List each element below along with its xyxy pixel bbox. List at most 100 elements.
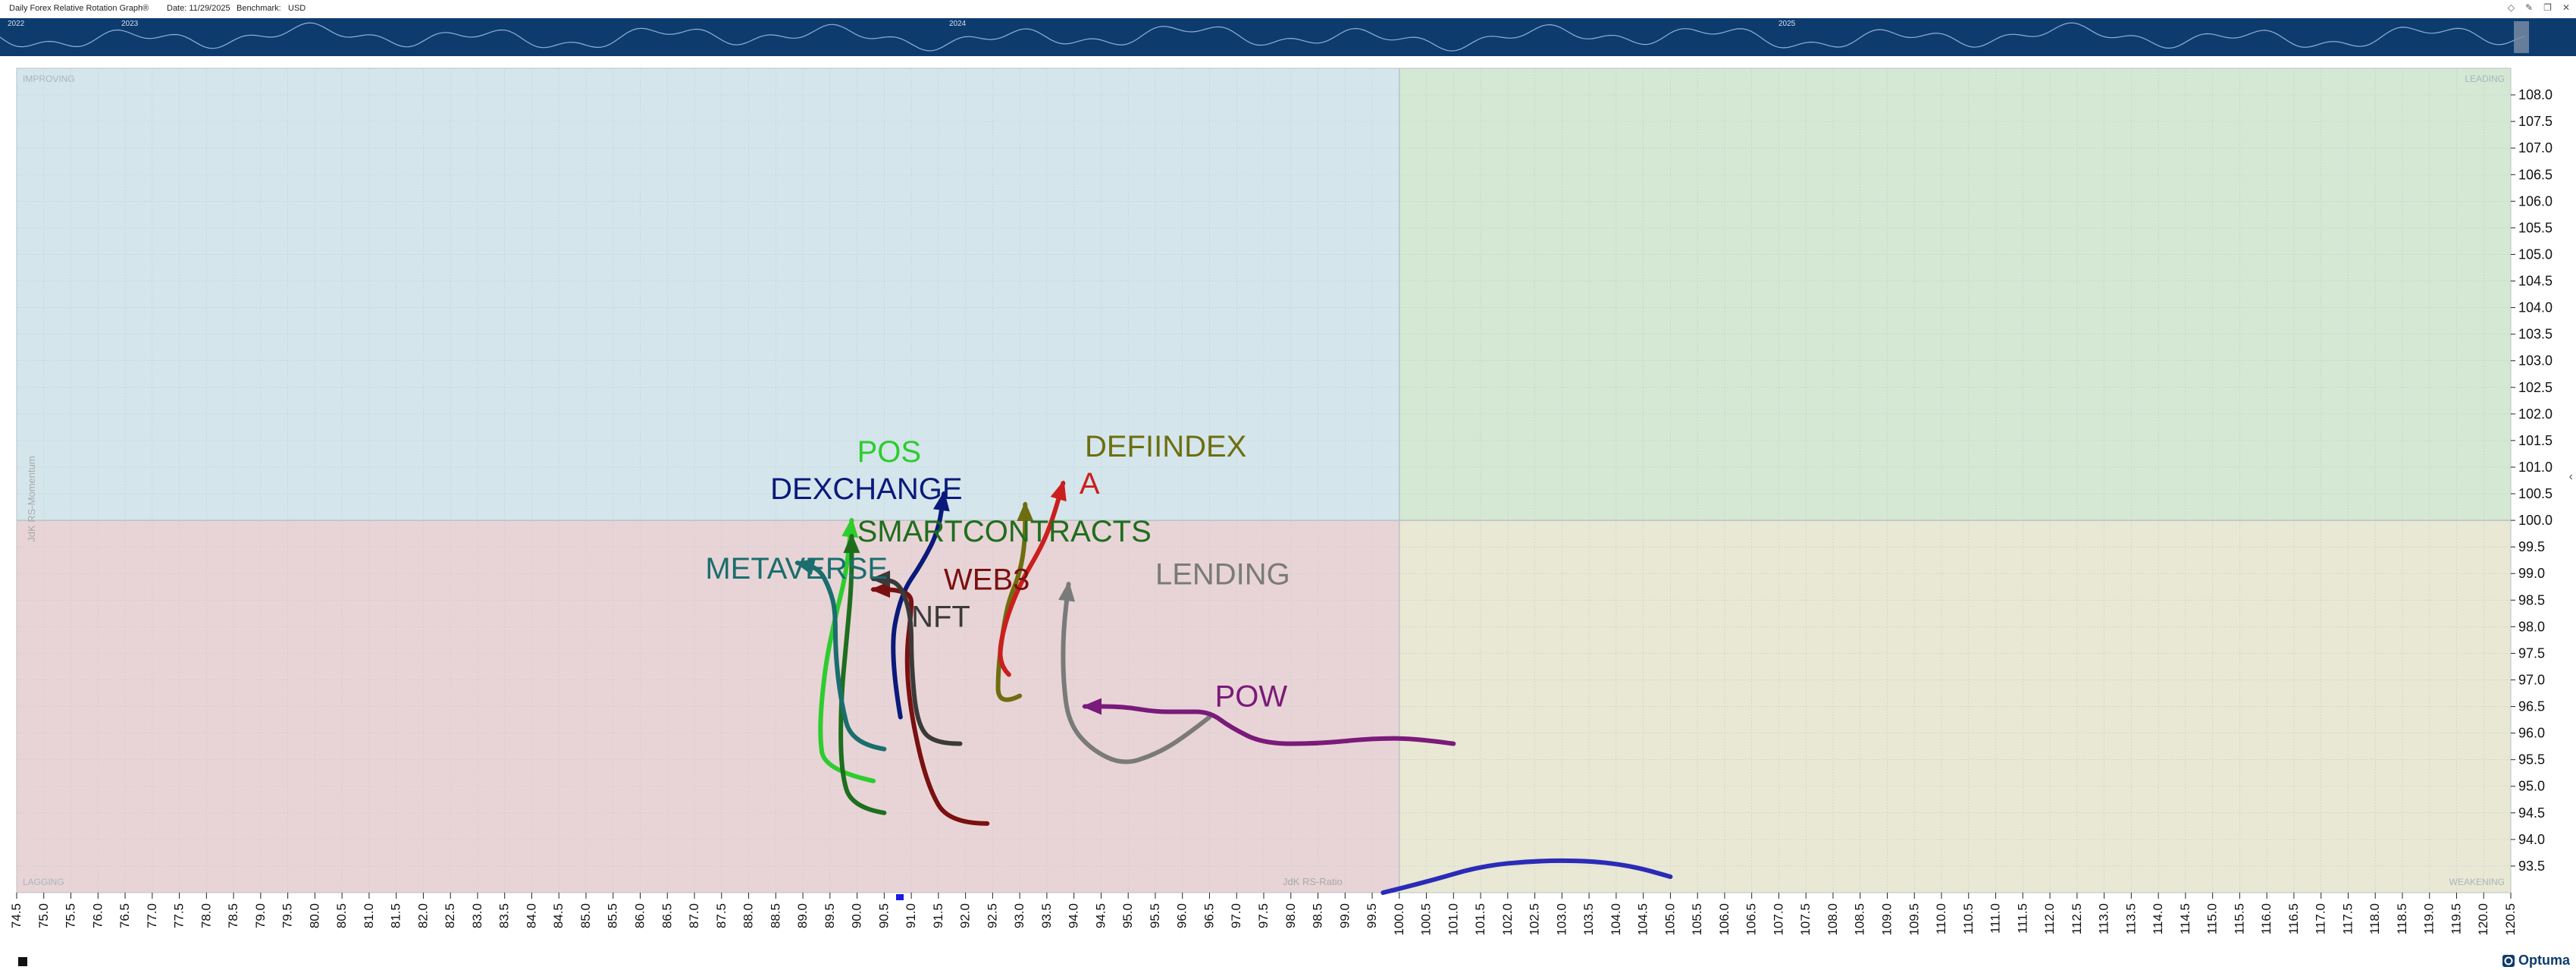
series-label: POW: [1215, 680, 1288, 714]
timeline-range-handle[interactable]: [2514, 21, 2529, 53]
optuma-logo-icon: [2502, 954, 2515, 967]
x-tick-label: 120.0: [2476, 903, 2490, 936]
y-tick-label: 107.5: [2518, 114, 2552, 129]
x-tick-label: 80.5: [334, 903, 349, 928]
y-tick-label: 99.5: [2518, 539, 2545, 554]
y-tick-label: 100.5: [2518, 486, 2552, 501]
series-head-arrow: [870, 581, 891, 598]
series-tail: [818, 518, 876, 783]
panel-collapse-icon[interactable]: ‹: [2568, 470, 2573, 483]
quadrant-label-weakening: WEAKENING: [2449, 877, 2505, 887]
status-square-icon[interactable]: [18, 957, 27, 966]
series-head-arrow: [841, 517, 859, 538]
y-tick-label: 101.0: [2518, 460, 2552, 475]
y-tick-label: 100.0: [2518, 513, 2552, 528]
x-tick-label: 111.0: [1988, 903, 2003, 934]
timeline-year: 2024: [949, 20, 967, 28]
x-tick-label: 89.5: [823, 903, 837, 928]
timeline-year: 2025: [1778, 20, 1796, 28]
x-tick-label: 114.0: [2151, 903, 2165, 934]
y-tick-label: 105.5: [2518, 220, 2552, 235]
y-tick-label: 106.0: [2518, 193, 2552, 209]
x-tick-label: 91.0: [904, 903, 918, 928]
x-tick-label: 100.5: [1419, 903, 1434, 936]
rrg-chart: IMPROVING LEADING LAGGING WEAKENING 74.5 75.…: [9, 67, 2552, 936]
y-tick-label: 104.0: [2518, 300, 2552, 315]
restore-icon[interactable]: ❐: [2543, 2, 2552, 13]
x-tick-label: 79.0: [253, 903, 268, 928]
x-tick-label: 102.0: [1500, 903, 1515, 936]
x-tick-label: 78.5: [226, 903, 240, 928]
x-tick-label: 93.5: [1039, 903, 1054, 928]
x-tick-label: 76.0: [90, 903, 105, 928]
series-head-arrow: [843, 533, 860, 554]
quadrant-lagging: [17, 520, 1399, 893]
quadrant-improving: [17, 68, 1399, 521]
x-tick-label: 100.0: [1392, 903, 1406, 936]
series-tail: [871, 576, 963, 746]
close-icon[interactable]: ✕: [2562, 2, 2570, 13]
x-tick-label: 93.0: [1012, 903, 1026, 928]
x-tick-label: 84.5: [551, 903, 566, 928]
x-tick-label: 115.0: [2205, 903, 2220, 934]
x-tick-label: 114.5: [2178, 903, 2192, 934]
timeline-year: 2023: [121, 20, 139, 28]
x-tick-label: 87.0: [687, 903, 701, 928]
series-tail: [1380, 858, 1673, 895]
x-tick-label: 92.0: [958, 903, 973, 928]
x-tick-label: 83.0: [470, 903, 484, 928]
x-tick-label: 89.0: [795, 903, 810, 928]
series-tail: [1061, 582, 1212, 764]
x-tick-label: 105.5: [1690, 903, 1704, 936]
x-tick-label: 101.0: [1446, 903, 1460, 936]
y-tick-label: 96.0: [2518, 726, 2545, 741]
brand-name: Optuma: [2518, 953, 2570, 968]
x-tick-label: 86.0: [633, 903, 647, 928]
x-tick-label: 108.5: [1853, 903, 1867, 936]
x-tick-label: 81.0: [362, 903, 376, 928]
x-tick-label: 109.0: [1880, 903, 1894, 936]
x-tick-label: 85.0: [578, 903, 593, 928]
y-tick-label: 108.0: [2518, 87, 2552, 102]
x-tick-label: 103.5: [1581, 903, 1596, 936]
brand-logo: Optuma: [2502, 953, 2570, 968]
x-tick-label: 86.5: [660, 903, 674, 928]
pencil-icon[interactable]: ✎: [2525, 2, 2534, 13]
series-tail: [995, 502, 1028, 702]
x-tick-label: 84.0: [524, 903, 538, 928]
x-tick-label: 79.5: [280, 903, 295, 928]
y-tick-label: 93.5: [2518, 859, 2545, 874]
x-tick-label: 106.5: [1744, 903, 1759, 936]
quadrant-label-leading: LEADING: [2465, 74, 2505, 84]
x-tick-label: 85.5: [606, 903, 620, 928]
benchmark-label: Benchmark:: [237, 4, 281, 13]
series-tail: [1082, 704, 1456, 746]
x-tick-label: 108.0: [1825, 903, 1840, 936]
y-tick-label: 95.0: [2518, 779, 2545, 794]
y-tick-label: 94.0: [2518, 832, 2545, 847]
x-tick-label: 97.0: [1229, 903, 1243, 928]
y-tick-label: 96.5: [2518, 699, 2545, 714]
timeline-year: 2022: [8, 20, 25, 28]
x-tick-label: 99.5: [1365, 903, 1379, 928]
x-tick-label: 87.5: [714, 903, 729, 928]
chart-title: Daily Forex Relative Rotation Graph®: [9, 4, 149, 13]
y-tick-label: 102.0: [2518, 407, 2552, 422]
timeline-navigator[interactable]: 2022 2023 2024 2025: [0, 18, 2576, 56]
series-label: METAVERSE: [705, 552, 888, 585]
x-tick-label: 80.0: [307, 903, 321, 928]
x-tick-label: 88.5: [768, 903, 782, 928]
x-tick-label: 83.5: [497, 903, 512, 928]
x-tick-label: 96.0: [1175, 903, 1189, 928]
series-head-arrow: [870, 570, 891, 588]
diamond-icon[interactable]: ◇: [2507, 2, 2515, 13]
x-tick-label: 110.5: [1961, 903, 1976, 934]
series-label: WEB3: [944, 563, 1029, 596]
x-tick-label: 110.0: [1934, 903, 1948, 934]
x-tick-label: 101.5: [1473, 903, 1487, 936]
x-tick-label: 107.5: [1798, 903, 1813, 936]
x-tick-label: 95.5: [1148, 903, 1162, 928]
series-head-arrow: [1058, 581, 1075, 602]
window-controls: ◇ ✎ ❐ ✕: [2508, 2, 2570, 13]
x-tick-label: 78.0: [199, 903, 213, 928]
